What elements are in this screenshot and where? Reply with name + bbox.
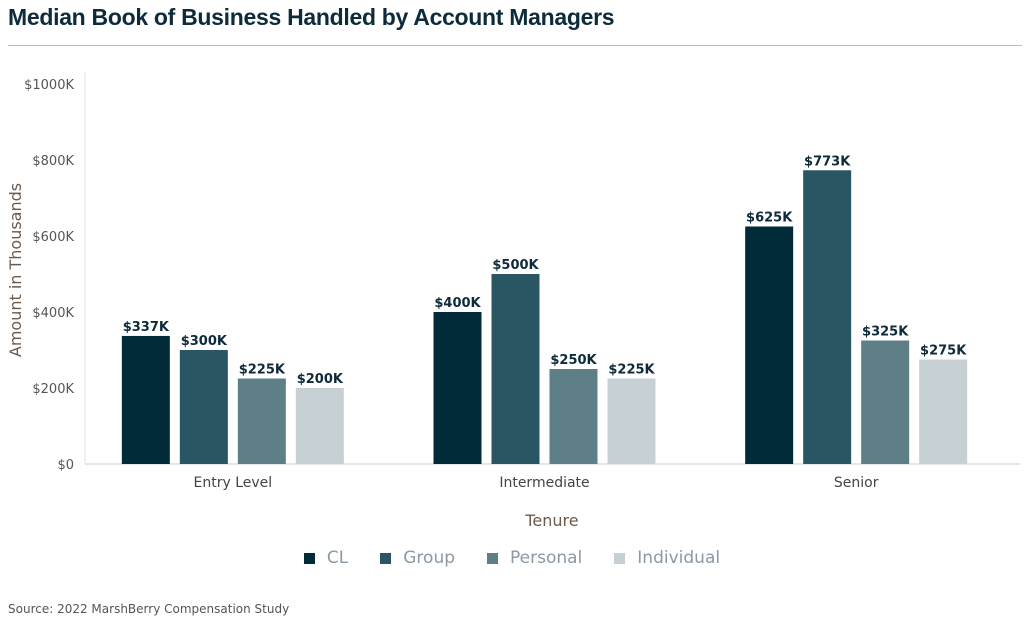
bar-group-senior — [803, 170, 852, 464]
y-tick-label: $800K — [32, 154, 74, 169]
bar-chart: $0 $200K $400K $600K $800K $1000K Amount in Th… — [6, 72, 1020, 530]
legend-label: Individual — [637, 548, 721, 568]
chart-title: Median Book of Business Handled by Accou… — [8, 4, 615, 30]
data-label: $275K — [920, 344, 967, 359]
x-category-label: Senior — [834, 475, 879, 491]
data-label: $500K — [492, 258, 539, 273]
chart-legend: CL Group Personal Individual — [0, 548, 1024, 568]
legend-item-individual: Individual — [614, 548, 720, 568]
data-label: $200K — [297, 372, 344, 387]
legend-swatch — [380, 552, 392, 564]
bar-individual-intermediate — [607, 378, 656, 464]
x-category-label: Intermediate — [499, 475, 589, 491]
bar-personal-senior — [861, 340, 910, 464]
legend-item-group: Group — [380, 548, 455, 568]
legend-label: CL — [326, 548, 349, 568]
y-axis-title: Amount in Thousands — [6, 183, 25, 357]
y-tick-label: $400K — [32, 306, 74, 321]
title-divider — [8, 45, 1022, 46]
data-label: $300K — [181, 334, 228, 349]
data-label: $773K — [804, 154, 851, 169]
y-tick-label: $200K — [32, 382, 74, 397]
legend-item-personal: Personal — [487, 548, 582, 568]
bar-group-entry-level — [179, 350, 228, 464]
data-label: $400K — [434, 296, 481, 311]
legend-label: Group — [403, 548, 456, 568]
data-label: $225K — [239, 363, 286, 378]
legend-swatch — [487, 552, 499, 564]
data-label: $337K — [123, 320, 170, 335]
bar-personal-intermediate — [549, 369, 598, 464]
data-label: $625K — [746, 211, 793, 226]
legend-swatch — [303, 552, 315, 564]
bar-individual-senior — [919, 359, 968, 464]
source-note: Source: 2022 MarshBerry Compensation Stu… — [8, 602, 290, 616]
y-tick-label: $1000K — [24, 78, 74, 93]
bar-cl-intermediate — [433, 312, 482, 464]
y-tick-label: $600K — [32, 230, 74, 245]
x-axis-title: Tenure — [524, 511, 578, 530]
legend-swatch — [614, 552, 626, 564]
y-tick-label: $0 — [57, 458, 74, 473]
legend-label: Personal — [510, 548, 583, 568]
bar-cl-entry-level — [121, 335, 170, 464]
legend-item-cl: CL — [303, 548, 349, 568]
data-label: $325K — [862, 325, 909, 340]
bar-individual-entry-level — [295, 388, 344, 464]
bar-personal-entry-level — [237, 378, 286, 464]
bar-group-intermediate — [491, 274, 540, 464]
bar-cl-senior — [745, 226, 794, 464]
data-label: $250K — [550, 353, 597, 368]
data-label: $225K — [608, 363, 655, 378]
x-category-label: Entry Level — [194, 475, 273, 491]
